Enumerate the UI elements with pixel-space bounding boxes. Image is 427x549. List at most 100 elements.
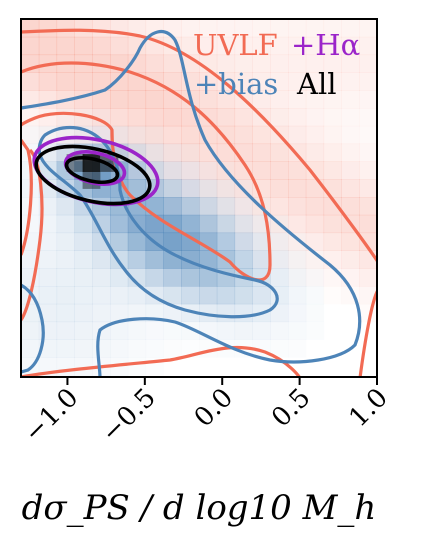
bias-density-cell: [270, 232, 289, 251]
uvlf-density-cell: [110, 108, 129, 127]
bias-density-cell: [92, 250, 111, 269]
uvlf-density-cell: [199, 197, 218, 216]
uvlf-density-cell: [21, 19, 40, 38]
uvlf-density-cell: [288, 161, 307, 180]
uvlf-density-cell: [323, 19, 342, 38]
bias-density-cell: [56, 232, 75, 251]
uvlf-density-cell: [127, 36, 147, 56]
uvlf-density-cell: [323, 36, 342, 56]
bias-density-cell: [216, 214, 236, 234]
bias-density-cell: [163, 197, 182, 216]
uvlf-density-cell: [92, 72, 111, 91]
uvlf-density-cell: [163, 72, 182, 91]
uvlf-density-cell: [234, 108, 253, 127]
bias-density-cell: [288, 303, 307, 323]
bias-density-cell: [38, 179, 58, 198]
bias-density-cell: [56, 214, 75, 234]
bias-density-cell: [234, 286, 253, 305]
uvlf-density-cell: [288, 197, 307, 216]
uvlf-density-cell: [359, 214, 377, 234]
bias-density-cell: [110, 268, 129, 287]
bias-density-cell: [92, 303, 111, 323]
bias-density-cell: [216, 197, 236, 216]
uvlf-density-cell: [341, 19, 360, 38]
uvlf-density-cell: [181, 179, 200, 198]
bias-density-cell: [216, 179, 236, 198]
bias-density-cell: [288, 286, 307, 305]
uvlf-density-cell: [56, 19, 75, 38]
bias-density-cell: [56, 339, 75, 358]
uvlf-density-cell: [38, 19, 58, 38]
bias-density-cell: [270, 303, 289, 323]
bias-density-cell: [56, 268, 75, 287]
legend-label-all: All: [296, 67, 337, 101]
uvlf-density-cell: [305, 125, 325, 145]
uvlf-density-cell: [199, 179, 218, 198]
uvlf-density-cell: [323, 179, 342, 198]
bias-density-cell: [163, 232, 182, 251]
uvlf-density-cell: [305, 232, 325, 251]
bias-density-cell: [74, 250, 93, 269]
bias-density-cell: [56, 321, 75, 340]
uvlf-density-cell: [199, 36, 218, 56]
bias-density-cell: [181, 214, 200, 234]
uvlf-density-cell: [21, 36, 40, 56]
uvlf-density-cell: [234, 125, 253, 145]
bias-density-cell: [74, 268, 93, 287]
bias-density-cell: [199, 268, 218, 287]
uvlf-density-cell: [323, 268, 342, 287]
uvlf-density-cell: [359, 143, 377, 162]
bias-density-cell: [181, 161, 200, 180]
uvlf-density-cell: [163, 19, 182, 38]
uvlf-density-cell: [341, 143, 360, 162]
bias-density-cell: [92, 197, 111, 216]
uvlf-density-cell: [305, 179, 325, 198]
bias-density-cell: [57, 108, 75, 126]
uvlf-density-cell: [74, 108, 93, 127]
uvlf-density-cell: [199, 19, 218, 38]
bias-density-cell: [38, 214, 58, 234]
x-tick-label: 0.5: [266, 383, 316, 433]
uvlf-density-cell: [216, 125, 236, 145]
bias-density-cell: [56, 197, 75, 216]
uvlf-density-cell: [145, 143, 164, 162]
bias-density-cell: [56, 250, 75, 269]
bias-density-cell: [127, 286, 147, 305]
uvlf-density-cell: [163, 125, 182, 145]
uvlf-density-cell: [252, 143, 271, 162]
uvlf-density-cell: [92, 36, 111, 56]
uvlf-density-cell: [305, 143, 325, 162]
bias-density-cell: [199, 197, 218, 216]
uvlf-density-cell: [359, 268, 377, 287]
bias-density-cell: [306, 286, 324, 304]
bias-density-cell: [181, 232, 200, 251]
uvlf-density-cell: [324, 286, 342, 304]
uvlf-density-cell: [359, 90, 377, 109]
bias-density-cell: [110, 125, 129, 145]
uvlf-density-cell: [21, 90, 40, 109]
bias-density-cell: [306, 322, 324, 340]
bias-density-cell: [163, 268, 182, 287]
uvlf-density-cell: [127, 90, 147, 109]
uvlf-density-cell: [199, 72, 218, 91]
uvlf-density-cell: [359, 161, 377, 180]
uvlf-density-cell: [127, 108, 147, 127]
bias-density-cell: [56, 303, 75, 323]
uvlf-density-cell: [270, 179, 289, 198]
uvlf-density-cell: [234, 54, 253, 73]
uvlf-density-cell: [341, 90, 360, 109]
uvlf-density-cell: [305, 108, 325, 127]
uvlf-density-cell: [341, 108, 360, 127]
uvlf-density-cell: [92, 19, 111, 38]
bias-density-cell: [145, 321, 164, 340]
uvlf-density-cell: [305, 90, 325, 109]
bias-density-cell: [110, 303, 129, 323]
uvlf-density-cell: [341, 36, 360, 56]
uvlf-density-cell: [270, 197, 289, 216]
uvlf-density-cell: [234, 19, 253, 38]
bias-density-cell: [234, 303, 253, 323]
uvlf-density-cell: [341, 250, 360, 269]
uvlf-density-cell: [216, 54, 236, 73]
uvlf-density-cell: [199, 161, 218, 180]
uvlf-density-cell: [270, 90, 289, 109]
